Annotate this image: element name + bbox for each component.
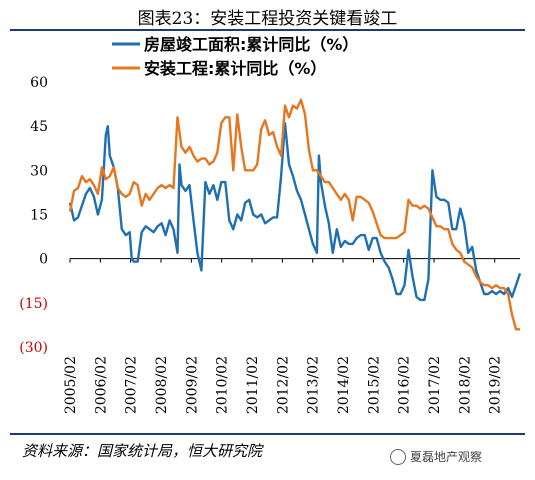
y-tick-label: 60 bbox=[30, 75, 48, 91]
x-tick-label: 2015/02 bbox=[366, 356, 382, 414]
series-line-installation bbox=[68, 98, 520, 331]
x-tick-label: 2007/02 bbox=[124, 356, 140, 414]
watermark: 夏磊地产观察 bbox=[390, 448, 482, 465]
x-tick-label: 2009/02 bbox=[184, 356, 200, 414]
wechat-icon bbox=[390, 448, 406, 465]
x-tick-label: 2018/02 bbox=[457, 356, 473, 414]
title-rule bbox=[10, 29, 525, 31]
source-rule bbox=[10, 433, 525, 435]
x-tick-label: 2011/02 bbox=[245, 356, 261, 414]
y-tick-label: (15) bbox=[19, 296, 48, 312]
watermark-text: 夏磊地产观察 bbox=[410, 450, 483, 464]
x-tick-label: 2010/02 bbox=[215, 356, 231, 414]
legend-label: 房屋竣工面积:累计同比（%） bbox=[144, 35, 358, 54]
y-tick-label: 45 bbox=[30, 119, 48, 135]
figure-title: 图表23：安装工程投资关键看竣工 bbox=[137, 9, 398, 29]
x-tick-label: 2006/02 bbox=[93, 356, 109, 414]
y-tick-label: 0 bbox=[39, 252, 48, 268]
legend-label: 安装工程:累计同比（%） bbox=[144, 59, 326, 78]
x-tick-label: 2012/02 bbox=[275, 356, 291, 414]
x-tick-label: 2014/02 bbox=[336, 356, 352, 414]
y-tick-label: 30 bbox=[30, 163, 48, 179]
x-tick-label: 2019/02 bbox=[488, 356, 504, 414]
y-tick-label: (30) bbox=[19, 340, 48, 356]
series-line-completion-area bbox=[68, 122, 522, 302]
x-tick-label: 2005/02 bbox=[63, 356, 79, 414]
x-tick-label: 2016/02 bbox=[397, 356, 413, 414]
x-tick-label: 2017/02 bbox=[427, 356, 443, 414]
line-chart: 房屋竣工面积:累计同比（%） 安装工程:累计同比（%） 60 45 30 15 0 (15) (… bbox=[19, 35, 522, 414]
x-tick-label: 2008/02 bbox=[154, 356, 170, 414]
source-note: 资料来源：国家统计局，恒大研究院 bbox=[22, 442, 263, 460]
y-tick-label: 15 bbox=[30, 208, 48, 224]
x-tick-label: 2013/02 bbox=[306, 356, 322, 414]
